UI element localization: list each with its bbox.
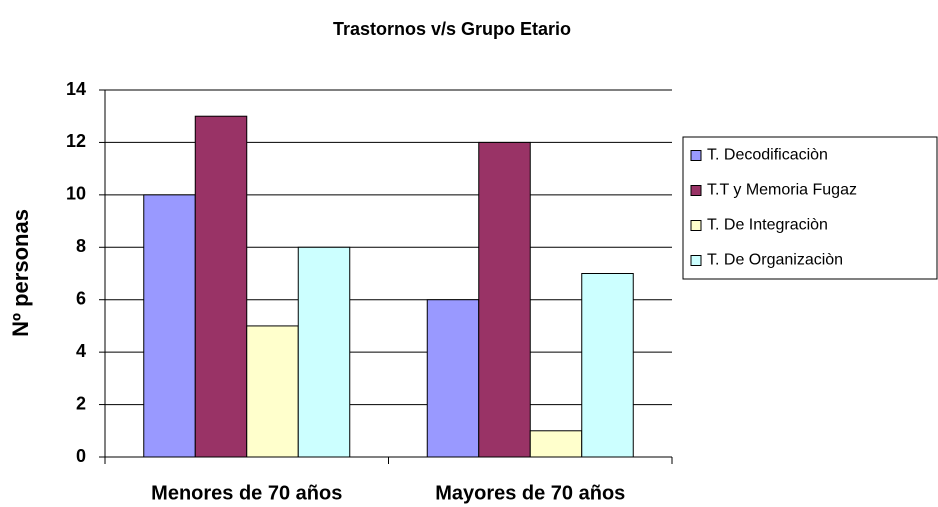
bar bbox=[529, 430, 583, 458]
bar bbox=[143, 194, 196, 458]
legend-swatch bbox=[690, 220, 702, 231]
y-tick-label: 10 bbox=[66, 184, 86, 204]
y-tick-label: 4 bbox=[76, 341, 86, 361]
legend-label: T. Decodificaciòn bbox=[707, 147, 828, 164]
bar bbox=[478, 141, 531, 458]
bar bbox=[194, 115, 248, 458]
bar bbox=[426, 299, 480, 458]
y-tick-label: 6 bbox=[76, 288, 86, 308]
x-tick-label: Menores de 70 años bbox=[151, 482, 342, 504]
legend-swatch bbox=[690, 150, 702, 161]
bar bbox=[246, 325, 299, 458]
legend-label: T.T y Memoria Fugaz bbox=[707, 182, 857, 199]
legend-swatch bbox=[690, 255, 702, 266]
x-tick-label: Mayores de 70 años bbox=[435, 482, 625, 504]
y-tick-label: 0 bbox=[76, 446, 86, 466]
chart-title: Trastornos v/s Grupo Etario bbox=[333, 19, 571, 39]
y-tick-label: 2 bbox=[76, 393, 86, 413]
y-tick-label: 12 bbox=[66, 131, 86, 151]
legend-label: T. De Integraciòn bbox=[707, 217, 828, 234]
legend-box bbox=[682, 136, 938, 280]
y-tick-label: 8 bbox=[76, 236, 86, 256]
bar bbox=[297, 246, 351, 458]
bar bbox=[581, 273, 634, 458]
y-tick-label: 14 bbox=[66, 79, 86, 99]
legend-label: T. De Organizaciòn bbox=[707, 252, 843, 269]
legend-swatch bbox=[690, 185, 702, 196]
y-axis-label: Nº personas bbox=[8, 209, 33, 337]
